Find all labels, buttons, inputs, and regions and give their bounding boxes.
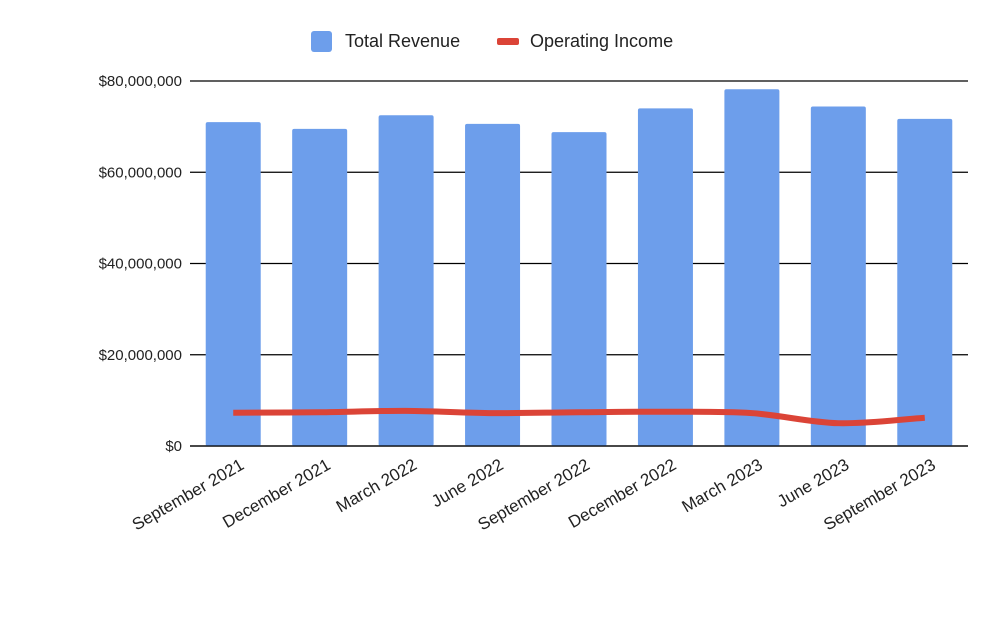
x-tick-label: June 2022: [428, 455, 506, 511]
bar-series: [190, 89, 968, 447]
legend: Total Revenue Operating Income: [311, 31, 673, 52]
legend-label-operating-income: Operating Income: [530, 31, 673, 51]
legend-swatch-total-revenue: [311, 31, 332, 52]
x-tick-label: March 2022: [333, 455, 420, 516]
revenue-bar: [724, 89, 780, 447]
y-axis-ticks: $0 $20,000,000 $40,000,000 $60,000,000 $80,0…: [99, 73, 182, 455]
revenue-bar: [465, 123, 521, 446]
revenue-bar: [378, 115, 434, 446]
line-series: [233, 407, 925, 427]
revenue-bar: [205, 122, 261, 446]
y-tick-label: $0: [165, 438, 182, 455]
x-tick-label: June 2023: [774, 455, 852, 511]
legend-swatch-operating-income: [497, 38, 519, 45]
y-tick-label: $80,000,000: [99, 73, 182, 90]
revenue-bar: [551, 132, 607, 446]
x-tick-label: March 2023: [679, 455, 766, 516]
revenue-bar: [810, 106, 866, 447]
y-tick-label: $60,000,000: [99, 164, 182, 181]
legend-label-total-revenue: Total Revenue: [345, 31, 460, 51]
y-tick-label: $40,000,000: [99, 256, 182, 273]
y-tick-label: $20,000,000: [99, 347, 182, 364]
operating-income-line: [233, 407, 925, 427]
revenue-bar: [292, 128, 348, 446]
revenue-bar: [897, 118, 953, 447]
revenue-bar: [637, 108, 693, 446]
